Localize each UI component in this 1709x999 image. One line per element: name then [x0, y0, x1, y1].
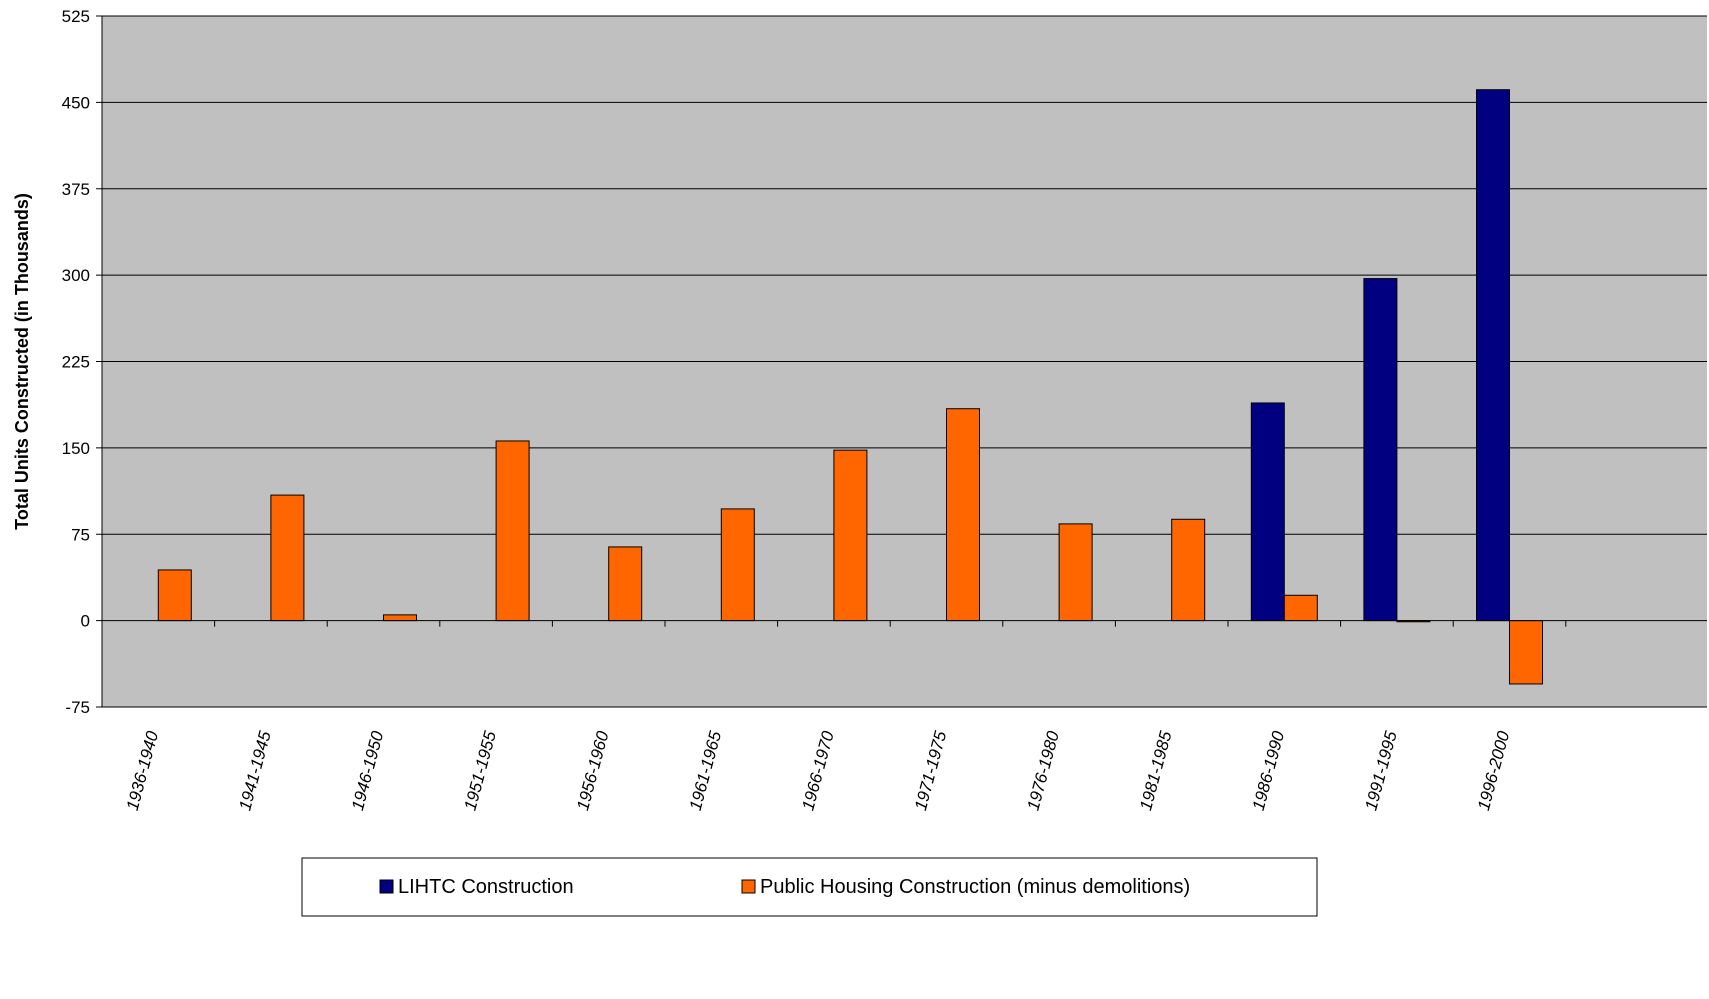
y-tick-label: 375 [62, 180, 90, 199]
gridlines [102, 15, 1707, 535]
x-tick-label: 1966-1970 [798, 729, 838, 813]
x-tick-label: 1941-1945 [235, 729, 275, 813]
bar-public-housing-1936-1940 [157, 569, 192, 622]
x-tick-label: 1986-1990 [1249, 729, 1289, 813]
y-tick-label: 150 [62, 439, 90, 458]
x-tick-label: 1991-1995 [1361, 729, 1401, 813]
y-tick-labels: -75 0 75 150 225 300 375 450 525 [62, 7, 90, 717]
x-tick-labels: 1936-1940 1941-1945 1946-1950 1951-1955 1956… [123, 729, 1514, 813]
y-tick-label: 0 [81, 612, 90, 631]
bar-public-housing-1961-1965 [720, 508, 755, 622]
x-tick-label: 1971-1975 [911, 729, 951, 813]
legend-box [301, 857, 1318, 917]
x-tick-label: 1981-1985 [1136, 729, 1176, 813]
x-tick-label: 1996-2000 [1474, 729, 1514, 813]
legend-label-lihtc: LIHTC Construction [398, 876, 574, 898]
bar-lihtc-1996-2000 [1476, 89, 1510, 622]
x-tick-label: 1951-1955 [461, 729, 501, 813]
legend: LIHTC Construction Public Housing Constr… [301, 857, 1318, 917]
bar-public-housing-1986-1990 [1283, 594, 1318, 622]
bar-public-housing-1941-1945 [270, 494, 305, 622]
bar-public-housing-1946-1950 [383, 614, 417, 622]
bar-public-housing-1996-2000 [1509, 620, 1543, 685]
bar-public-housing-1966-1970 [833, 449, 868, 622]
legend-swatch-lihtc [379, 879, 394, 894]
y-tick-label: 450 [62, 93, 90, 112]
x-tick-label: 1936-1940 [123, 729, 163, 813]
x-tick-label: 1946-1950 [348, 729, 388, 813]
x-tick-label: 1956-1960 [573, 729, 613, 813]
y-tick-label: 75 [71, 525, 90, 544]
x-tick-label: 1961-1965 [686, 729, 726, 813]
legend-swatch-public-housing [741, 879, 756, 894]
bar-public-housing-1976-1980 [1058, 523, 1093, 622]
bar-lihtc-1986-1990 [1250, 402, 1285, 622]
legend-label-public-housing: Public Housing Construction (minus demol… [760, 876, 1190, 898]
bar-public-housing-1956-1960 [608, 546, 643, 622]
y-axis-label: Total Units Constructed (in Thousands) [12, 193, 32, 530]
x-tick-label: 1976-1980 [1024, 729, 1064, 813]
bar-lihtc-1991-1995 [1363, 278, 1398, 622]
y-tick-label: 525 [62, 7, 90, 26]
bar-public-housing-1971-1975 [946, 408, 980, 622]
y-tick-label: 300 [62, 266, 90, 285]
axes [96, 15, 1707, 708]
bar-public-housing-1981-1985 [1171, 518, 1206, 622]
y-tick-label: -75 [65, 698, 90, 717]
y-tick-label: 225 [62, 353, 90, 372]
bar-public-housing-1951-1955 [495, 440, 530, 622]
